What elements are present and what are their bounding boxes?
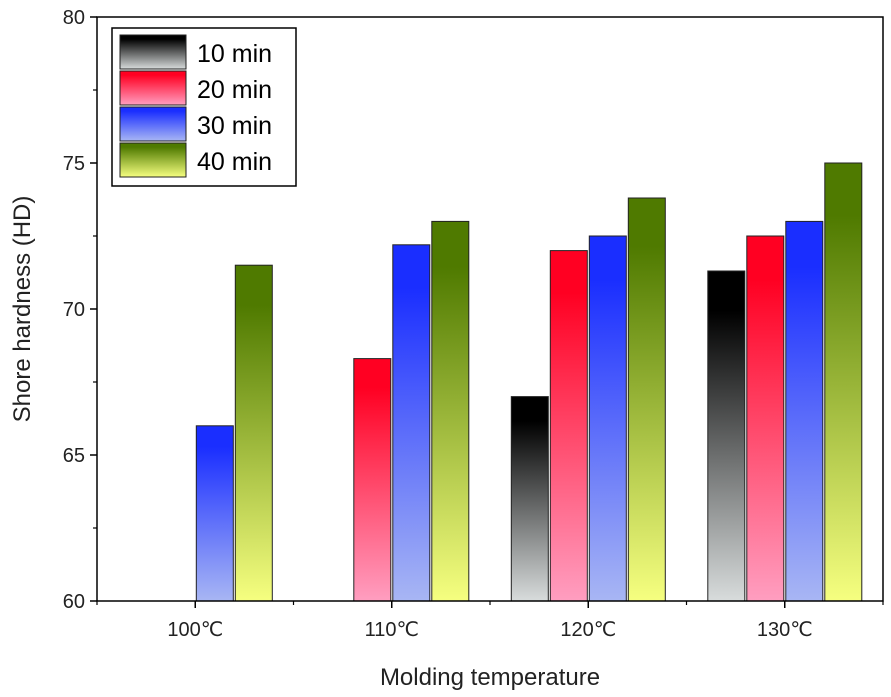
bar-20-min-3: [746, 235, 785, 602]
legend-label: 30 min: [197, 112, 272, 140]
legend-label: 40 min: [197, 148, 272, 176]
bars-group: [195, 162, 863, 602]
y-axis: 60 65 70 75 80: [63, 7, 97, 613]
bar-40-min-0: [234, 264, 273, 602]
legend: 10 min 20 min 30 min 40 min: [111, 27, 297, 187]
bar-20-min-2: [549, 250, 588, 602]
x-tick-label: 120℃: [560, 619, 616, 641]
bar-30-min-0: [195, 425, 234, 602]
bar-20-min-1: [353, 358, 392, 602]
y-tick-label: 70: [63, 299, 85, 321]
y-axis-title: Shore hardness (HD): [9, 196, 36, 423]
x-axis: 100℃ 110℃ 120℃ 130℃: [96, 601, 884, 641]
x-axis-title: Molding temperature: [380, 664, 600, 691]
y-tick-label: 80: [63, 7, 85, 29]
y-tick-label: 60: [63, 591, 85, 613]
legend-swatch: [119, 70, 187, 106]
legend-swatch: [119, 142, 187, 178]
bar-10-min-2: [510, 396, 549, 602]
bar-30-min-3: [785, 220, 824, 602]
y-tick-label: 65: [63, 445, 85, 467]
legend-swatch: [119, 106, 187, 142]
legend-swatch: [119, 34, 187, 70]
y-tick-label: 75: [63, 153, 85, 175]
bar-40-min-1: [431, 220, 470, 602]
bar-40-min-3: [824, 162, 863, 602]
legend-label: 10 min: [197, 40, 272, 68]
x-tick-label: 110℃: [365, 619, 419, 641]
x-tick-label: 130℃: [757, 619, 813, 641]
bar-30-min-2: [588, 235, 627, 602]
bar-40-min-2: [627, 197, 666, 602]
legend-label: 20 min: [197, 76, 272, 104]
x-tick-label: 100℃: [167, 619, 223, 641]
bar-30-min-1: [392, 244, 431, 602]
bar-10-min-3: [707, 270, 746, 602]
